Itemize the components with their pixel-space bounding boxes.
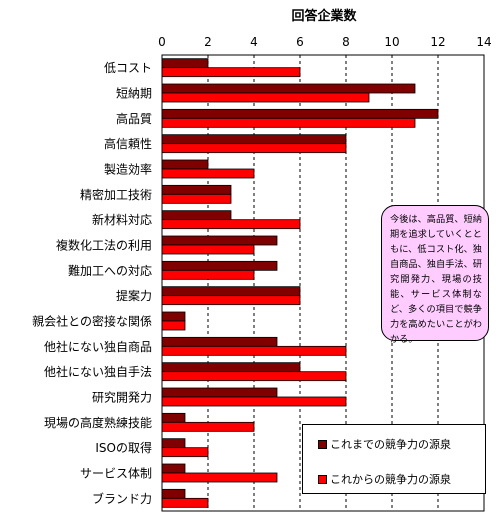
bar-future — [161, 269, 255, 280]
bar-future — [161, 396, 347, 407]
bar-future — [161, 117, 416, 128]
bar-past — [161, 235, 278, 246]
category-label: 高品質 — [116, 111, 152, 126]
bar-future — [161, 371, 347, 382]
category-label: 親会社との密接な関係 — [32, 314, 152, 329]
legend-swatch — [318, 474, 327, 484]
bar-past — [161, 210, 232, 221]
category-label: 現場の高度熟練技能 — [44, 415, 152, 430]
bar-past — [161, 108, 439, 119]
category-label: 製造効率 — [104, 162, 152, 177]
bar-future — [161, 295, 301, 306]
bar-past — [161, 260, 278, 271]
legend-item: これからの競争力の源泉 — [318, 471, 451, 487]
x-tick-label: 2 — [204, 35, 212, 49]
bar-past — [161, 387, 278, 398]
legend: これまでの競争力の源泉 これからの競争力の源泉 — [302, 424, 486, 494]
category-label: 高信頼性 — [104, 136, 152, 151]
legend-label: これからの競争力の源泉 — [330, 473, 451, 486]
category-label: 低コスト — [104, 61, 152, 75]
legend-label: これまでの競争力の源泉 — [330, 438, 451, 451]
bar-past — [161, 488, 186, 499]
category-label: 提案力 — [116, 288, 152, 303]
category-label: 他社にない独自手法 — [44, 364, 152, 379]
category-label: ブランド力 — [92, 491, 152, 506]
x-tick-labels: 0 2 4 6 8 10 12 14 — [158, 35, 491, 49]
bar-past — [161, 286, 301, 297]
category-label: 新材料対応 — [92, 212, 152, 227]
bar-past — [161, 58, 209, 69]
category-label: ISOの取得 — [95, 440, 152, 455]
bar-future — [161, 447, 209, 458]
bar-past — [161, 159, 209, 170]
legend-swatch — [318, 439, 327, 449]
bar-future — [161, 92, 370, 103]
x-tick-label: 8 — [342, 35, 350, 49]
bar-past — [161, 438, 186, 449]
category-label: 精密加工技術 — [80, 187, 152, 202]
category-label: 難加工への対応 — [68, 263, 152, 278]
annotation-callout: 今後は、高品質、短納期を追求していくとともに、低コスト化、独自商品、独自手法、研… — [381, 205, 489, 345]
chart-title: 回答企業数 — [291, 8, 357, 24]
bar-past — [161, 362, 301, 373]
bar-past — [161, 311, 186, 322]
bar-past — [161, 336, 278, 347]
bar-future — [161, 219, 301, 230]
bar-future — [161, 345, 347, 356]
bar-future — [161, 244, 255, 255]
category-label: 短納期 — [116, 87, 152, 101]
bar-future — [161, 143, 347, 154]
x-tick-label: 4 — [250, 35, 258, 49]
bar-past — [161, 83, 416, 94]
bar-past — [161, 184, 232, 195]
category-labels: 低コスト短納期高品質高信頼性製造効率精密加工技術新材料対応複数化工法の利用難加工… — [32, 61, 152, 506]
bar-past — [161, 463, 186, 474]
x-tick-label: 10 — [384, 35, 399, 49]
category-label: 研究開発力 — [92, 390, 152, 405]
x-tick-label: 14 — [476, 35, 491, 49]
x-tick-label: 0 — [158, 35, 166, 49]
bar-future — [161, 168, 255, 179]
bar-future — [161, 67, 301, 78]
bar-future — [161, 472, 278, 483]
bar-future — [161, 497, 209, 508]
x-tick-label: 6 — [296, 35, 304, 49]
bar-past — [161, 412, 186, 423]
category-label: サービス体制 — [80, 467, 152, 481]
annotation-text: 今後は、高品質、短納期を追求していくとともに、低コスト化、独自商品、独自手法、研… — [390, 214, 482, 345]
legend-item: これまでの競争力の源泉 — [318, 436, 451, 452]
bar-future — [161, 193, 232, 204]
bar-past — [161, 134, 347, 145]
x-tick-label: 12 — [430, 35, 445, 49]
bar-future — [161, 421, 255, 432]
category-label: 複数化工法の利用 — [56, 238, 152, 253]
category-label: 他社にない独自商品 — [44, 339, 152, 354]
bar-future — [161, 320, 186, 331]
